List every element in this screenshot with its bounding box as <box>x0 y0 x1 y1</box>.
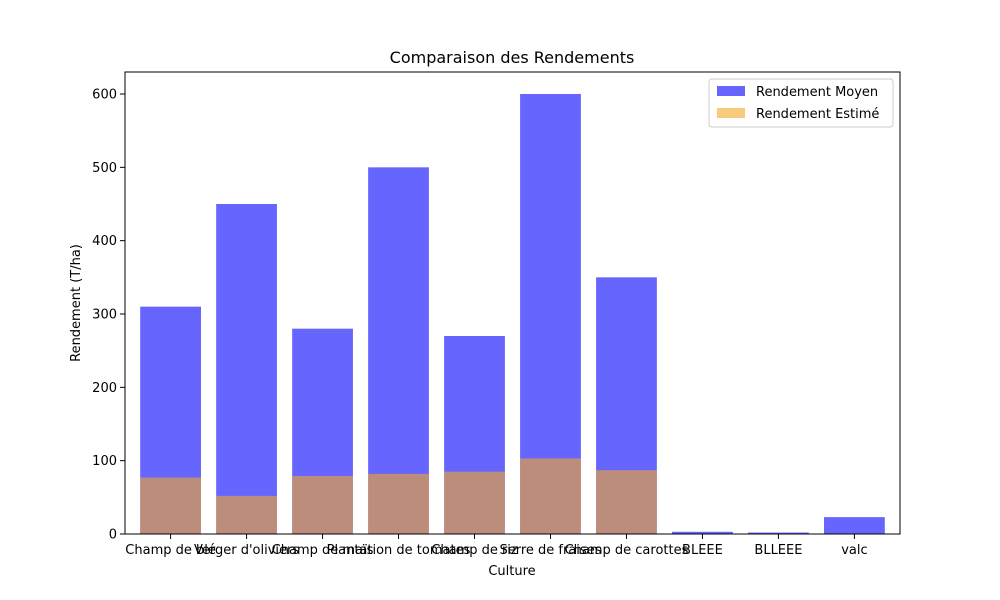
y-tick-label: 0 <box>109 528 117 543</box>
chart-title: Comparaison des Rendements <box>390 48 635 67</box>
bar-estime-0 <box>140 477 201 534</box>
bar-estime-5 <box>520 458 581 534</box>
legend-label: Rendement Estimé <box>756 107 879 122</box>
x-tick-label: BLEEE <box>682 543 723 558</box>
y-tick-label: 100 <box>92 454 117 469</box>
x-tick-label: Serre de fraises <box>499 543 601 558</box>
bar-moyen-9 <box>824 517 885 534</box>
bar-moyen-7 <box>672 531 733 534</box>
legend: Rendement Moyen Rendement Estimé <box>708 78 894 128</box>
bar-estime-1 <box>216 495 277 534</box>
legend-box <box>708 78 894 128</box>
y-axis-label: Rendement (T/ha) <box>69 244 84 362</box>
x-axis-label: Culture <box>488 564 535 579</box>
bar-estime-2 <box>292 476 353 534</box>
x-tick-label: Plantation de tomates <box>327 543 471 558</box>
bar-moyen-3 <box>368 167 429 535</box>
y-tick-label: 500 <box>92 161 117 176</box>
legend-label: Rendement Moyen <box>756 85 878 100</box>
y-tick-label: 400 <box>92 234 117 249</box>
bar-estime-4 <box>444 471 505 534</box>
x-tick-label: Champ de blé <box>125 543 216 558</box>
y-axis: 0 100 200 300 400 500 600 <box>92 88 125 543</box>
legend-swatch <box>717 86 745 96</box>
x-tick-label: valc <box>841 543 867 558</box>
bar-estime-6 <box>596 470 657 534</box>
y-tick-label: 200 <box>92 381 117 396</box>
legend-swatch <box>717 108 745 118</box>
bar-moyen-8 <box>748 532 809 534</box>
x-tick-label: BLLEEE <box>754 543 802 558</box>
y-tick-label: 600 <box>92 88 117 103</box>
x-tick-label: Verger d'oliviers <box>194 543 299 558</box>
x-tick-label: Champ de maïs <box>272 543 374 558</box>
y-tick-label: 300 <box>92 308 117 323</box>
bar-estime-3 <box>368 473 429 534</box>
x-tick-label: Champ de riz <box>431 543 518 558</box>
plot-frame <box>124 71 901 535</box>
bars-group <box>140 94 885 535</box>
bar-moyen-1 <box>216 204 277 534</box>
x-tick-label: Champ de carottes <box>565 543 689 558</box>
